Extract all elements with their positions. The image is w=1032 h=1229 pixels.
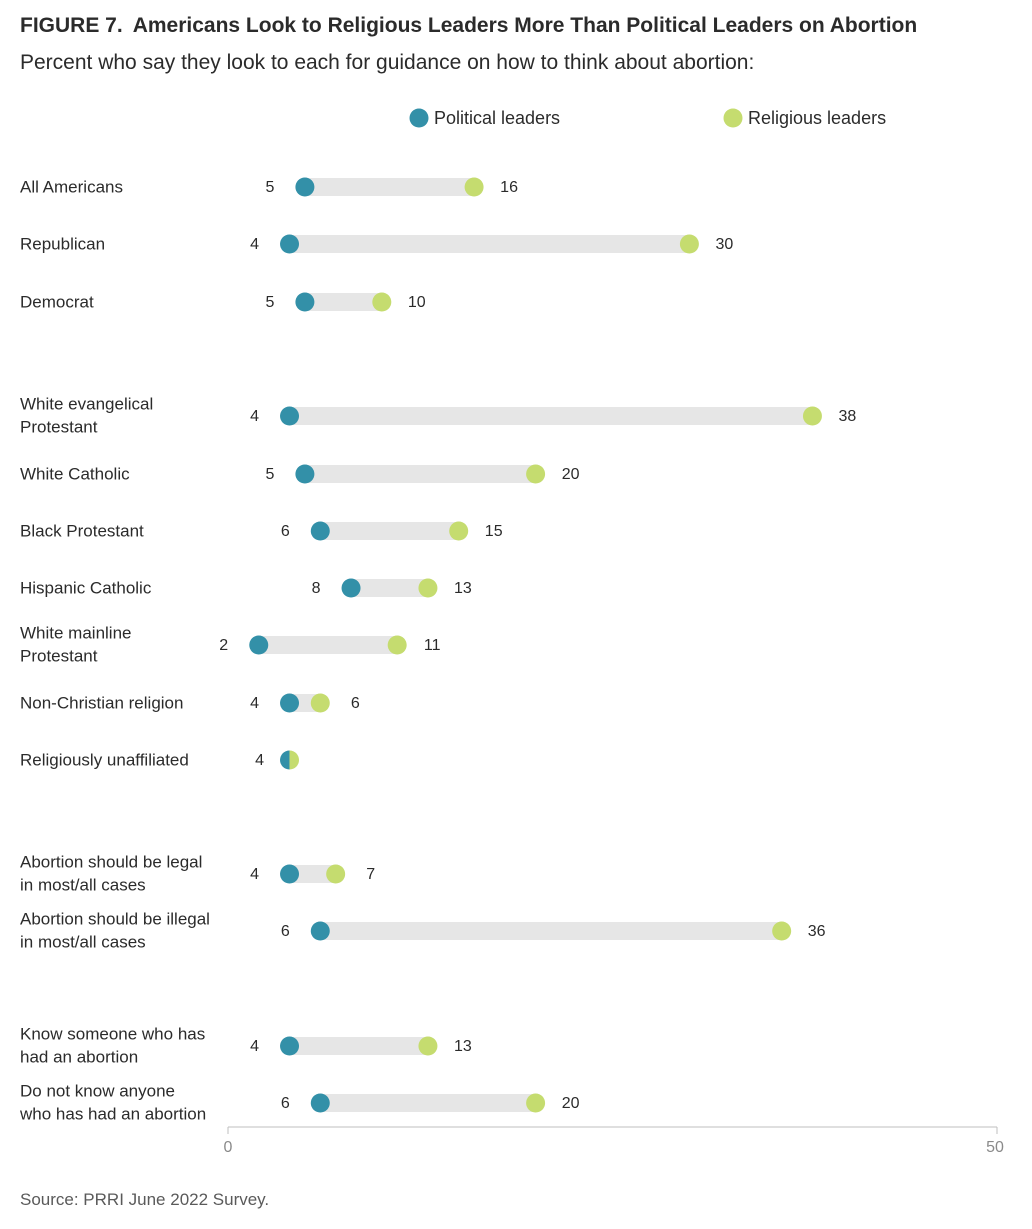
category-label: Know someone who has: [20, 1024, 205, 1043]
religious-point: [418, 578, 438, 598]
category-label: All Americans: [20, 177, 123, 196]
religious-point: [679, 234, 699, 254]
political-point: [295, 464, 315, 484]
category-label: Protestant: [20, 646, 98, 665]
religious-point: [387, 635, 407, 655]
political-point: [341, 578, 361, 598]
range-bar: [289, 407, 813, 425]
political-value-label: 5: [265, 466, 274, 483]
religious-value-label: 36: [808, 923, 826, 940]
range-bar: [304, 178, 475, 196]
range-bar: [320, 1094, 536, 1112]
category-label: Non-Christian religion: [20, 693, 183, 712]
political-point: [280, 693, 300, 713]
category-label: Abortion should be legal: [20, 852, 202, 871]
religious-point: [526, 1093, 546, 1113]
x-tick-label: 50: [986, 1139, 1004, 1156]
x-tick-label: 0: [224, 1139, 233, 1156]
political-point: [280, 406, 300, 426]
political-point: [249, 635, 269, 655]
political-value-label: 6: [281, 1095, 290, 1112]
political-value-label: 4: [250, 1038, 259, 1055]
category-label: who has had an abortion: [19, 1104, 206, 1123]
religious-point: [326, 864, 346, 884]
religious-point: [310, 693, 330, 713]
category-label: had an abortion: [20, 1047, 138, 1066]
political-value-label: 4: [250, 695, 259, 712]
religious-value-label: 7: [366, 866, 375, 883]
category-label: Hispanic Catholic: [20, 578, 152, 597]
legend-political-label: Political leaders: [434, 108, 560, 128]
political-value-label: 6: [281, 923, 290, 940]
religious-point: [289, 750, 300, 770]
category-label: Do not know anyone: [20, 1081, 175, 1100]
religious-value-label: 20: [562, 1095, 580, 1112]
category-label: Republican: [20, 234, 105, 253]
political-point: [295, 292, 315, 312]
range-bar: [258, 636, 398, 654]
political-value-label: 4: [255, 752, 264, 769]
range-bar: [289, 235, 690, 253]
category-label: in most/all cases: [20, 932, 146, 951]
political-value-label: 6: [281, 523, 290, 540]
legend-political-swatch: [409, 108, 429, 128]
religious-value-label: 16: [500, 179, 518, 196]
category-label: Democrat: [20, 292, 94, 311]
political-point: [280, 1036, 300, 1056]
figure-number: FIGURE 7.: [20, 14, 123, 37]
political-point: [310, 1093, 330, 1113]
figure-title: FIGURE 7. Americans Look to Religious Lea…: [20, 14, 917, 38]
political-value-label: 5: [265, 294, 274, 311]
religious-value-label: 20: [562, 466, 580, 483]
religious-value-label: 11: [424, 637, 441, 654]
religious-point: [802, 406, 822, 426]
religious-value-label: 15: [485, 523, 503, 540]
range-bar: [289, 865, 336, 883]
religious-value-label: 6: [351, 695, 360, 712]
legend-religious-label: Religious leaders: [748, 108, 886, 128]
category-label: Black Protestant: [20, 521, 144, 540]
political-value-label: 4: [250, 408, 259, 425]
political-point: [310, 921, 330, 941]
political-point: [280, 750, 290, 770]
political-value-label: 5: [265, 179, 274, 196]
religious-value-label: 30: [716, 236, 734, 253]
legend-religious-swatch: [723, 108, 743, 128]
religious-value-label: 13: [454, 580, 472, 597]
religious-point: [418, 1036, 438, 1056]
political-point: [295, 177, 315, 197]
religious-point: [772, 921, 792, 941]
category-label: Religiously unaffiliated: [20, 750, 189, 769]
category-label: in most/all cases: [20, 875, 146, 894]
range-bar: [320, 522, 459, 540]
range-bar: [351, 579, 428, 597]
political-point: [310, 521, 330, 541]
range-bar: [320, 922, 782, 940]
religious-value-label: 10: [408, 294, 426, 311]
category-label: White Catholic: [20, 464, 130, 483]
political-point: [280, 864, 300, 884]
category-label: Abortion should be illegal: [20, 909, 210, 928]
source-note: Source: PRRI June 2022 Survey.: [20, 1190, 270, 1209]
range-bar: [289, 1037, 428, 1055]
figure-title-text: Americans Look to Religious Leaders More…: [132, 14, 918, 37]
political-value-label: 2: [219, 637, 228, 654]
political-point: [280, 234, 300, 254]
political-value-label: 4: [250, 236, 259, 253]
religious-point: [372, 292, 392, 312]
category-label: White evangelical: [20, 394, 153, 413]
range-bar: [304, 293, 382, 311]
figure-subtitle: Percent who say they look to each for gu…: [20, 51, 755, 74]
religious-value-label: 13: [454, 1038, 472, 1055]
religious-point: [526, 464, 546, 484]
religious-point: [449, 521, 469, 541]
category-label: Protestant: [20, 417, 98, 436]
range-bar: [304, 465, 536, 483]
religious-point: [464, 177, 484, 197]
political-value-label: 8: [312, 580, 321, 597]
category-label: White mainline: [20, 623, 132, 642]
political-value-label: 4: [250, 866, 259, 883]
religious-value-label: 38: [839, 408, 857, 425]
